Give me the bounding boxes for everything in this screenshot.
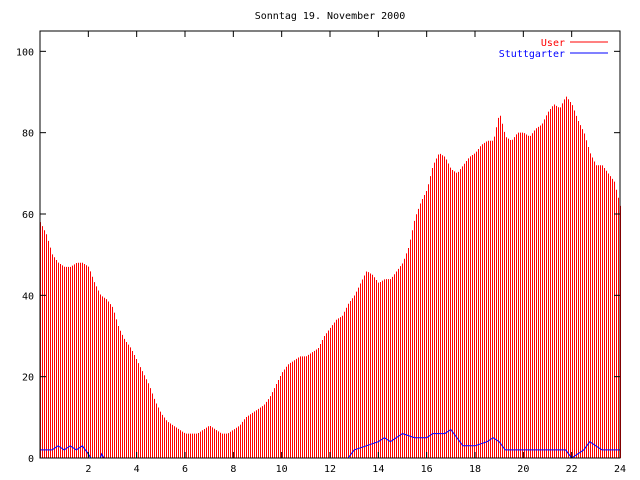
stuttgarter-line: [40, 428, 620, 459]
x-tick-label: 6: [182, 464, 188, 475]
legend: User Stuttgarter: [499, 38, 608, 60]
x-tick-label: 14: [372, 464, 384, 475]
stuttgarter-series: [40, 428, 620, 459]
x-tick-label: 10: [276, 464, 288, 475]
y-tick-label: 40: [22, 291, 34, 302]
x-tick-label: 8: [230, 464, 236, 475]
x-tick-label: 12: [324, 464, 336, 475]
user-series-bars: [40, 96, 621, 458]
y-tick-label: 100: [16, 47, 34, 58]
y-tick-label: 60: [22, 210, 34, 221]
legend-user-label: User: [541, 38, 565, 49]
y-tick-label: 20: [22, 373, 34, 384]
x-tick-label: 22: [566, 464, 578, 475]
x-tick-label: 4: [134, 464, 140, 475]
chart-title: Sonntag 19. November 2000: [255, 11, 406, 22]
x-tick-label: 16: [421, 464, 433, 475]
x-tick-label: 18: [469, 464, 481, 475]
legend-stuttgarter-label: Stuttgarter: [499, 49, 565, 60]
x-tick-label: 20: [517, 464, 529, 475]
x-tick-label: 24: [614, 464, 626, 475]
y-tick-label: 80: [22, 129, 34, 140]
x-tick-label: 2: [85, 464, 91, 475]
y-tick-label: 0: [28, 454, 34, 465]
